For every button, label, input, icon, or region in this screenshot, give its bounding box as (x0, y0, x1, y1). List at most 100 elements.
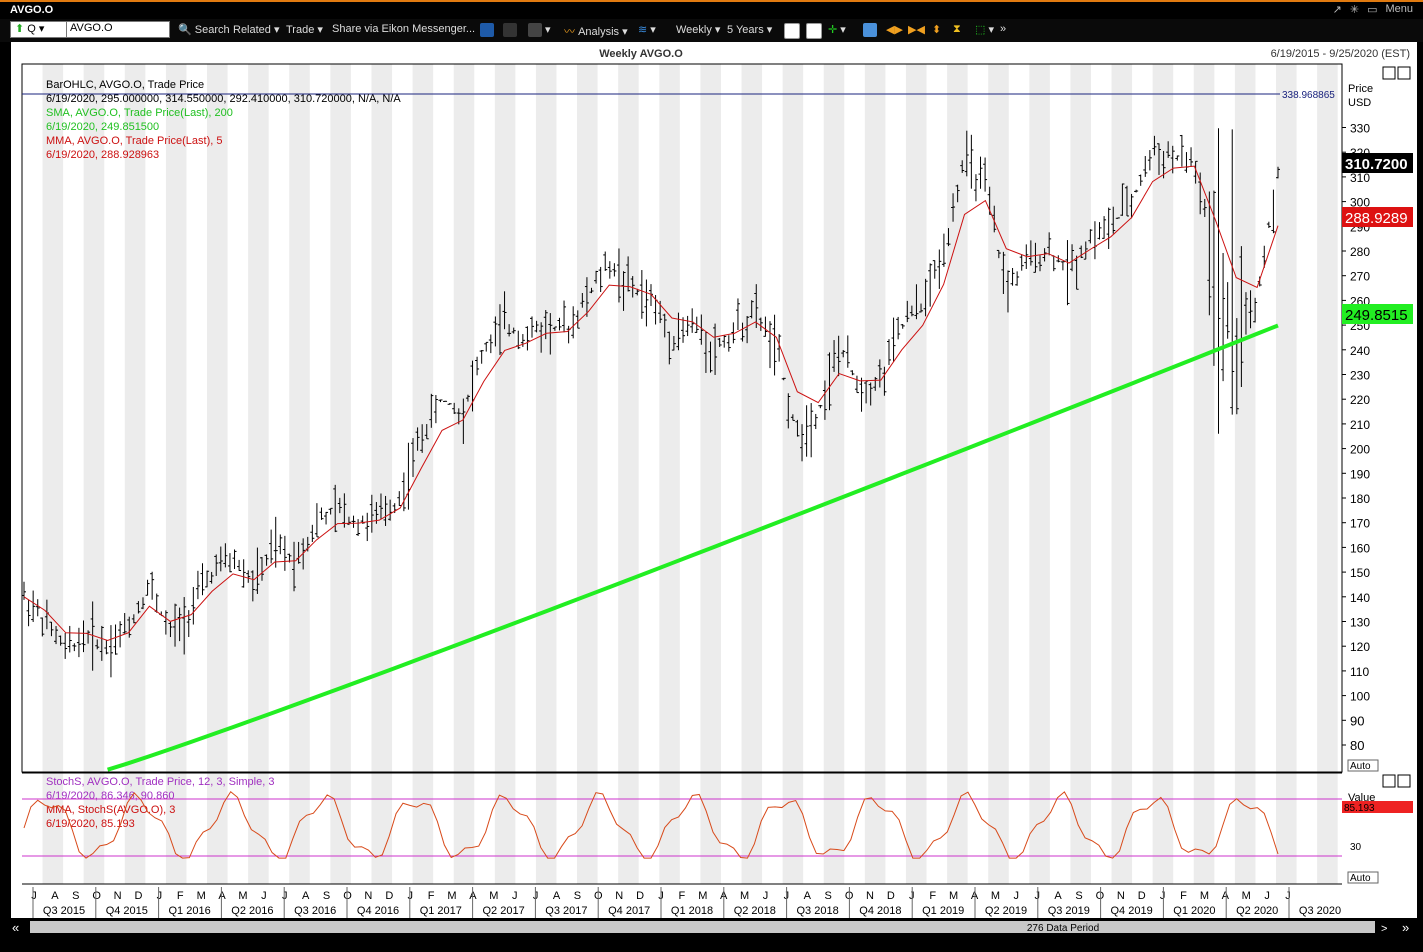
ohlc-bar (639, 270, 644, 319)
month-label: J (157, 890, 163, 902)
month-label: A (553, 890, 561, 902)
window-controls: ↗ ✳ ▭ Menu (1333, 3, 1413, 16)
ohlc-bar (534, 320, 539, 333)
month-label: N (114, 890, 122, 902)
scroll-left-icon[interactable]: ◀▶ (886, 24, 903, 36)
month-label: N (364, 890, 372, 902)
scroll-left-button[interactable]: « (12, 920, 19, 935)
ohlc-bar (1211, 190, 1216, 366)
link-icon[interactable]: ✳ (1349, 4, 1360, 16)
quarter-label: Q1 2017 (420, 905, 462, 917)
auto-scale-button[interactable] (1347, 759, 1379, 772)
wave-icon[interactable]: ≋ ▾ (638, 24, 656, 36)
crosshair-icon[interactable]: ✛ ▾ (828, 24, 846, 36)
ohlc-bar (282, 535, 287, 571)
interval-select[interactable]: Weekly ▾ (676, 24, 721, 36)
ohlc-bar (113, 624, 118, 655)
ohlc-bar (511, 327, 516, 334)
more-icon[interactable]: » (1000, 23, 1007, 35)
range-select[interactable]: 5 Years ▾ (727, 24, 773, 36)
ohlc-bar (854, 375, 859, 394)
quarter-label: Q1 2020 (1173, 905, 1215, 917)
month-label: A (51, 890, 59, 902)
ohlc-bar (951, 193, 956, 222)
expand-icon[interactable]: ↗ (1332, 4, 1342, 16)
price-chart-svg[interactable]: Weekly AVGO.O 6/19/2015 - 9/25/2020 (EST… (0, 42, 1423, 919)
ohlc-bar (168, 621, 173, 638)
ric-prefix-select[interactable]: ⬆ Q ▾ (10, 21, 70, 38)
ohlc-bar (960, 160, 965, 173)
template-icon[interactable] (863, 23, 877, 37)
ohlc-bar (1079, 245, 1084, 259)
ohlc-bar (1202, 198, 1207, 218)
lower-close-icon[interactable] (1397, 774, 1411, 788)
month-label: M (197, 890, 206, 902)
close-panel-icon[interactable] (1397, 66, 1411, 80)
ohlc-bar (1097, 222, 1102, 240)
zoom-in-icon[interactable]: ▶◀ (908, 24, 925, 36)
ric-input[interactable]: AVGO.O (66, 21, 170, 38)
chart-area: Weekly AVGO.O 6/19/2015 - 9/25/2020 (EST… (0, 42, 1423, 919)
scroll-right-button[interactable]: » (1402, 920, 1409, 935)
lower-maximize-icon[interactable] (1382, 774, 1396, 788)
toolbar: ⬆ Q ▾ AVGO.O 🔍 Search Related ▾ Trade ▾ … (0, 19, 1423, 42)
ohlc-bar (1102, 216, 1107, 239)
month-label: J (261, 890, 267, 902)
minimize-icon[interactable]: ▭ (1367, 4, 1378, 16)
month-label: J (1285, 890, 1291, 902)
date-range: 6/19/2015 - 9/25/2020 (EST) (1271, 48, 1410, 60)
ohlc-bar (1060, 261, 1065, 271)
related-menu[interactable]: Related ▾ (233, 24, 280, 36)
ohlc-bar (717, 337, 722, 347)
price-tick-label: 90 (1350, 713, 1364, 728)
hourglass-icon[interactable]: ⧗ (953, 23, 961, 35)
analysis-menu[interactable]: 〰 Analysis ▾ (564, 26, 628, 38)
ohlc-bar (205, 570, 210, 588)
window-title: AVGO.O (10, 4, 54, 16)
ohlc-bar (237, 559, 242, 571)
share-button[interactable]: Share via Eikon Messenger... (332, 23, 476, 35)
ohlc-bar (928, 263, 933, 307)
maximize-panel-icon[interactable] (1382, 66, 1396, 80)
ohlc-bar (1152, 135, 1157, 156)
price-tick-label: 120 (1350, 640, 1370, 654)
ohlc-bar (626, 256, 631, 292)
price-tick-label: 270 (1350, 270, 1370, 284)
ohlc-bar (543, 310, 548, 340)
ohlc-bar (1161, 150, 1166, 179)
menu-button[interactable]: Menu (1385, 3, 1413, 15)
stoch-legend-4: 6/19/2020, 85.193 (46, 818, 135, 830)
scroll-right-small[interactable]: > (1381, 923, 1387, 935)
month-band (330, 64, 351, 884)
search-button[interactable]: 🔍 Search (178, 24, 230, 36)
folder-icon[interactable]: ▾ (528, 23, 551, 38)
redo-icon[interactable] (503, 23, 517, 37)
ohlc-bar (420, 424, 425, 453)
ohlc-bar (822, 380, 827, 420)
ohlc-bar (269, 529, 274, 564)
ohlc-bar (548, 313, 553, 355)
ohlc-bar (964, 130, 969, 177)
line-chart-icon[interactable] (784, 23, 800, 39)
ohlc-bar (612, 263, 617, 277)
export-icon[interactable]: ⬚ ▾ (975, 24, 994, 36)
stoch-legend-2: 6/19/2020, 86.346, 90.860 (46, 790, 174, 802)
ohlc-bar (140, 597, 145, 610)
ohlc-bar (1019, 254, 1024, 271)
lower-auto-button[interactable] (1347, 871, 1379, 884)
ohlc-bar (1111, 206, 1116, 234)
trade-menu[interactable]: Trade ▾ (286, 24, 323, 36)
compare-chart-icon[interactable] (806, 23, 822, 39)
undo-icon[interactable] (480, 23, 494, 37)
ohlc-bar (914, 284, 919, 320)
ohlc-bar (909, 305, 914, 317)
stoch-tag-value: 85.193 (1344, 803, 1375, 814)
ohlc-bar (671, 336, 676, 351)
month-label: A (804, 890, 812, 902)
ohlc-bar (781, 377, 786, 381)
scroll-updown-icon[interactable]: ⬍ (932, 24, 942, 36)
ohlc-bar (1010, 268, 1015, 286)
quarter-axis: Q3 2015 Q4 2015 Q1 2016 Q2 2016 Q3 2016 Q4 20… (32, 887, 1341, 918)
scroll-track[interactable] (30, 921, 1375, 933)
ohlc-bar (886, 339, 891, 366)
